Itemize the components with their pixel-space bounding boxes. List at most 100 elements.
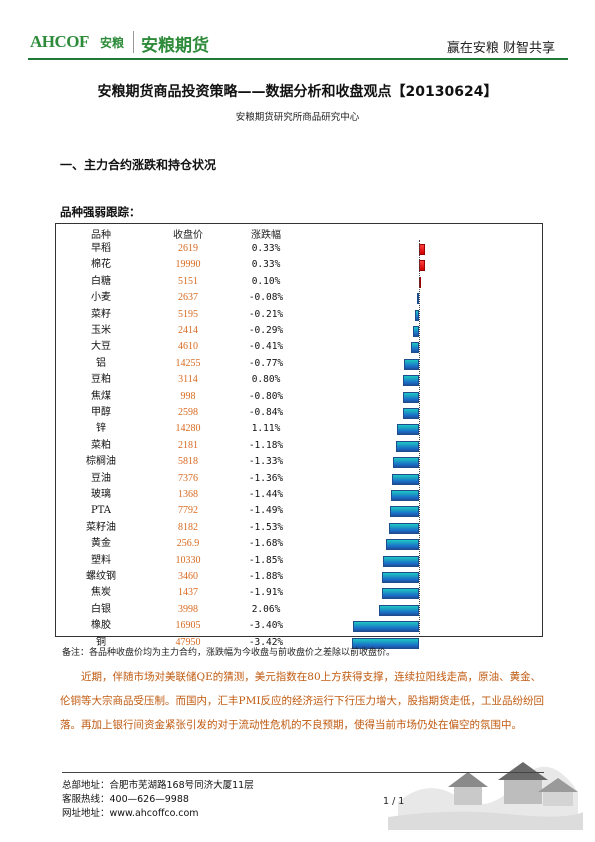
table-row: 小麦 2637 -0.08%: [56, 290, 542, 306]
footer-hotline: 客服热线：400—626—9988: [62, 794, 189, 805]
loss-bar: [413, 326, 419, 337]
variety-name: PTA: [90, 505, 112, 517]
variety-name: 早稻: [91, 243, 111, 254]
document-subtitle: 安粮期货研究所商品研究中心: [235, 112, 360, 123]
variety-name: 玻璃: [91, 489, 111, 500]
table-row: 菜籽油 8182 -1.53%: [56, 520, 542, 536]
loss-bar: [381, 588, 419, 600]
table-row: 锌 14280 1.11%: [56, 421, 542, 437]
table-row: 大豆 4610 -0.41%: [56, 339, 542, 355]
change-percent: -0.08%: [248, 292, 284, 304]
footer-website[interactable]: 网址地址：www.ahcoffco.com: [62, 808, 199, 819]
variety-name: 菜粕: [91, 439, 111, 451]
variety-name: 塑料: [91, 554, 111, 566]
table-caption: 品种强弱跟踪：: [60, 205, 141, 219]
change-percent: -1.91%: [248, 587, 284, 599]
table-row: 棕榈油 5818 -1.33%: [56, 454, 542, 470]
close-price: 10330: [175, 554, 201, 566]
variety-name: 焦炭: [91, 587, 111, 599]
table-note: 备注：各品种收盘价均为主力合约，涨跌幅为今收盘与前收盘价之差除以前收盘价。: [62, 648, 396, 658]
header-variety: 品种: [91, 230, 111, 241]
table-row: 铝 14255 -0.77%: [56, 356, 542, 372]
table-row: 菜籽 5195 -0.21%: [56, 307, 542, 323]
variety-name: 铝: [96, 357, 106, 369]
change-percent: 0.80%: [251, 374, 281, 386]
header-rule: [28, 58, 568, 60]
table-row: 豆粕 3114 0.80%: [56, 372, 542, 388]
strength-table: 品种 收盘价 涨跌幅 早稻 2619 0.33% 棉花 19990 0.33% 白糖 5151…: [55, 223, 543, 649]
table-row: 棉花 19990 0.33%: [56, 257, 542, 273]
close-price: 998: [180, 390, 196, 402]
close-price: 5195: [178, 308, 198, 320]
change-percent: 1.11%: [251, 423, 281, 435]
variety-name: 螺纹钢: [86, 571, 116, 582]
loss-bar: [411, 342, 419, 354]
table-row: 橡胶 16905 -3.40%: [56, 618, 542, 634]
close-price: 8182: [178, 521, 198, 533]
landscape-illustration: [388, 742, 583, 830]
footer-address: 总部地址：合肥市芜湖路168号同济大厦11层: [62, 780, 254, 791]
loss-bar: [403, 391, 419, 403]
loss-bar: [402, 408, 419, 419]
loss-bar: [382, 572, 419, 583]
table-row: 豆油 7376 -1.36%: [56, 471, 542, 487]
change-percent: -0.84%: [248, 407, 284, 418]
variety-name: 棉花: [91, 259, 111, 271]
table-row: 焦煤 998 -0.80%: [56, 389, 542, 405]
close-price: 2181: [178, 439, 198, 451]
loss-bar: [352, 637, 419, 649]
variety-name: 豆油: [91, 472, 111, 484]
close-price: 2414: [178, 325, 198, 336]
slogan: 赢在安粮 财智共享: [446, 41, 555, 56]
close-price: 5818: [178, 456, 198, 468]
close-price: 19990: [175, 259, 201, 271]
variety-name: 锌: [96, 423, 106, 435]
change-percent: -0.80%: [248, 390, 284, 402]
variety-name: 橡胶: [91, 620, 111, 632]
logo-chinese-text: 安粮: [100, 36, 125, 50]
loss-bar: [395, 440, 419, 452]
loss-bar: [403, 358, 419, 370]
variety-name: 黄金: [91, 538, 111, 550]
variety-name: 菜籽油: [86, 521, 116, 533]
loss-bar: [403, 375, 419, 387]
change-percent: -3.40%: [248, 620, 284, 632]
loss-bar: [397, 424, 419, 436]
table-row: 黄金 256.9 -1.68%: [56, 536, 542, 552]
variety-name: 焦煤: [91, 390, 111, 402]
close-price: 5151: [178, 275, 198, 287]
variety-name: 大豆: [91, 341, 111, 353]
close-price: 1368: [178, 489, 198, 500]
close-price: 16905: [175, 620, 201, 632]
table-row: 菜粕 2181 -1.18%: [56, 438, 542, 454]
loss-bar: [392, 473, 419, 485]
close-price: 7792: [178, 505, 198, 517]
variety-name: 甲醇: [91, 407, 111, 418]
footer-rule: [62, 772, 544, 773]
change-percent: 2.06%: [251, 603, 281, 615]
change-percent: -1.53%: [248, 521, 284, 533]
change-percent: -1.85%: [248, 554, 284, 566]
change-percent: -1.18%: [248, 439, 284, 451]
loss-bar: [389, 522, 419, 534]
header-close-price: 收盘价: [173, 230, 203, 241]
header-divider: [133, 31, 134, 53]
change-percent: 0.33%: [251, 259, 281, 271]
close-price: 14280: [175, 423, 201, 435]
header-change-pct: 涨跌幅: [251, 230, 281, 241]
close-price: 7376: [178, 472, 198, 484]
logo-latin-text: AHCOF: [30, 32, 89, 51]
variety-name: 铜: [96, 636, 106, 648]
company-name: 安粮期货: [141, 36, 209, 56]
change-percent: -1.88%: [248, 571, 284, 582]
table-row: 甲醇 2598 -0.84%: [56, 405, 542, 421]
close-price: 256.9: [176, 538, 200, 550]
close-price: 3114: [178, 374, 198, 386]
change-percent: -3.42%: [248, 636, 284, 648]
table-row: 塑料 10330 -1.85%: [56, 553, 542, 569]
change-percent: -1.49%: [248, 505, 284, 517]
table-row: 铜 47950 -3.42%: [56, 635, 542, 651]
change-percent: -1.36%: [248, 472, 284, 484]
document-title: 安粮期货商品投资策略——数据分析和收盘观点【20130624】: [97, 84, 498, 100]
close-price: 4610: [178, 341, 198, 353]
